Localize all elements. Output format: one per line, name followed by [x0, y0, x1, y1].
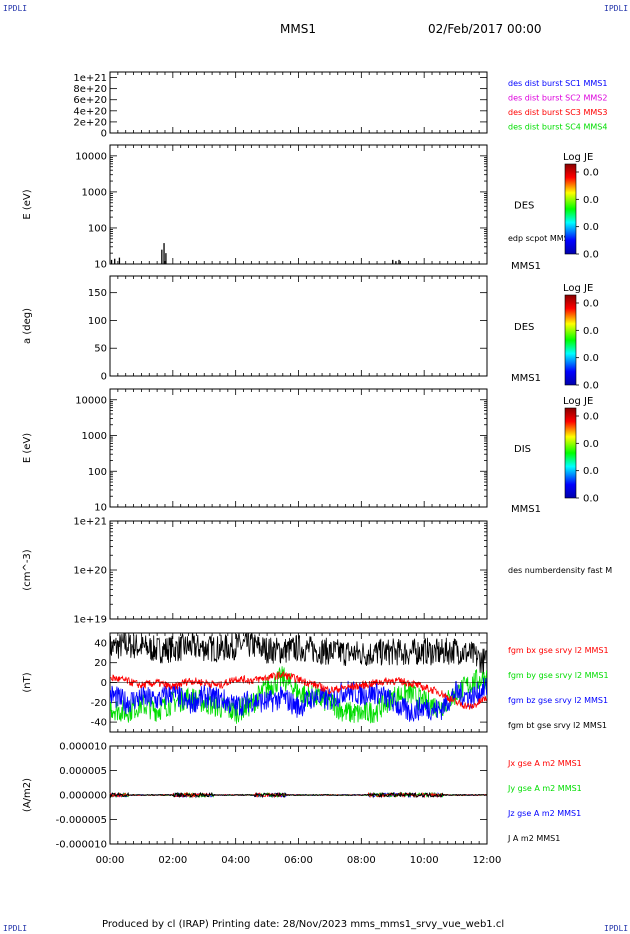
- legend-entry-5-1: des numberdensity fast M: [508, 566, 612, 575]
- y-tick-label: 0.000010: [59, 742, 107, 753]
- colorbar-tick-label: 0.0: [583, 222, 599, 233]
- series-line-current-4: [109, 791, 488, 799]
- legend-entry-1-4: des dist burst SC4 MMS4: [508, 123, 607, 132]
- y-tick-label: 0: [101, 372, 107, 383]
- x-tick-label-5: 08:00: [347, 855, 376, 866]
- legend-entry-6-4: fgm bt gse srvy l2 MMS1: [508, 721, 607, 730]
- series-line-bx: [110, 671, 487, 710]
- spacecraft-title: MMS1: [280, 22, 316, 36]
- y-tick-label: 100: [88, 467, 107, 478]
- colorbar-tick-label: 0.0: [583, 326, 599, 337]
- y-tick-label: 10: [94, 503, 107, 514]
- colorbar-tick-label: 0.0: [583, 494, 599, 505]
- corner-tag-bottom-right: IPDLI: [604, 924, 629, 933]
- colorbar-title: Log JE: [563, 283, 593, 294]
- y-tick-label: 50: [94, 344, 107, 355]
- legend-entry-7-1: Jx gse A m2 MMS1: [507, 759, 582, 768]
- footer-text: Produced by cl (IRAP) Printing date: 28/…: [102, 919, 505, 930]
- panel-unit-label-3: MMS1: [511, 373, 541, 384]
- y-tick-label: 6e+20: [73, 95, 107, 106]
- y-axis-label-7: (A/m2): [22, 778, 33, 812]
- y-axis-label-3: a (deg): [22, 308, 33, 344]
- colorbar-tick-label: 0.0: [583, 381, 599, 392]
- panel-frame-3: [109, 275, 488, 377]
- panel-frame-1: [109, 71, 488, 134]
- legend-entry-7-2: Jy gse A m2 MMS1: [507, 784, 582, 793]
- corner-tag-top-right: IPDLI: [604, 4, 629, 13]
- legend-entry-1-1: des dist burst SC1 MMS1: [508, 79, 607, 88]
- colorbar-tick-label: 0.0: [583, 353, 599, 364]
- legend-entry-6-1: fgm bx gse srvy l2 MMS1: [508, 646, 609, 655]
- colorbar-4: [564, 407, 577, 499]
- colorbar-3: [564, 294, 577, 386]
- y-tick-label: 4e+20: [73, 106, 107, 117]
- legend-entry-1-2: des dist burst SC2 MMS2: [508, 94, 607, 103]
- y-tick-label: -0.000010: [56, 840, 107, 851]
- panel-right-label-3: DES: [514, 322, 534, 333]
- y-tick-label: 0.000005: [59, 766, 107, 777]
- y-tick-label: 1000: [82, 187, 107, 198]
- y-tick-label: 8e+20: [73, 84, 107, 95]
- colorbar-tick-label: 0.0: [583, 412, 599, 423]
- colorbar-tick-label: 0.0: [583, 439, 599, 450]
- y-tick-label: -0.000005: [56, 815, 107, 826]
- series-line-bt: [110, 633, 487, 676]
- y-tick-label: 10: [94, 260, 107, 271]
- colorbar-tick-label: 0.0: [583, 250, 599, 261]
- panel-right-label-4: DIS: [514, 444, 531, 455]
- y-tick-label: 1000: [82, 431, 107, 442]
- y-tick-label: 150: [88, 288, 107, 299]
- x-tick-label-2: 02:00: [158, 855, 187, 866]
- y-axis-label-4: E (eV): [22, 433, 33, 463]
- y-tick-label: 2e+20: [73, 117, 107, 128]
- legend-entry-6-3: fgm bz gse srvy l2 MMS1: [508, 696, 608, 705]
- y-tick-label: 10000: [75, 395, 107, 406]
- y-tick-label: -40: [91, 718, 107, 729]
- series-line-bz: [110, 677, 487, 722]
- colorbar-tick-label: 0.0: [583, 168, 599, 179]
- y-axis-label-2: E (eV): [22, 189, 33, 219]
- colorbar-tick-label: 0.0: [583, 299, 599, 310]
- colorbar-title: Log JE: [563, 152, 593, 163]
- panel-unit-label-4: MMS1: [511, 504, 541, 515]
- legend-entry-1-3: des dist burst SC3 MMS3: [508, 108, 607, 117]
- y-tick-label: -20: [91, 698, 107, 709]
- overlay-label: edp scpot MMS1: [508, 234, 574, 243]
- x-tick-label-1: 00:00: [96, 855, 125, 866]
- y-axis-label-5: (cm^-3): [22, 549, 33, 590]
- panel-frame-5: [109, 520, 488, 620]
- date-title: 02/Feb/2017 00:00: [428, 22, 542, 36]
- corner-tag-top-left: IPDLI: [3, 4, 28, 13]
- y-tick-label: 1e+21: [73, 517, 107, 528]
- panel-unit-label-2: MMS1: [511, 261, 541, 272]
- y-axis-label-6: (nT): [22, 672, 33, 692]
- y-tick-label: 0: [101, 129, 107, 140]
- y-tick-label: 100: [88, 316, 107, 327]
- colorbar-tick-label: 0.0: [583, 466, 599, 477]
- colorbar-tick-label: 0.0: [583, 195, 599, 206]
- y-tick-label: 10000: [75, 151, 107, 162]
- x-tick-label-4: 06:00: [284, 855, 313, 866]
- y-tick-label: 0: [101, 678, 107, 689]
- corner-tag-bottom-left: IPDLI: [3, 924, 28, 933]
- legend-entry-6-2: fgm by gse srvy l2 MMS1: [508, 671, 609, 680]
- legend-entry-7-4: J A m2 MMS1: [507, 834, 560, 843]
- y-tick-label: 40: [94, 638, 107, 649]
- panel-frame-4: [109, 388, 488, 508]
- x-tick-label-3: 04:00: [221, 855, 250, 866]
- y-tick-label: 100: [88, 223, 107, 234]
- x-tick-label-7: 12:00: [473, 855, 502, 866]
- y-tick-label: 1e+20: [73, 566, 107, 577]
- legend-entry-7-3: Jz gse A m2 MMS1: [507, 809, 581, 818]
- colorbar-title: Log JE: [563, 396, 593, 407]
- y-tick-label: 20: [94, 658, 107, 669]
- panel-right-label-2: DES: [514, 201, 534, 212]
- x-tick-label-6: 10:00: [410, 855, 439, 866]
- y-tick-label: 1e+21: [73, 73, 107, 84]
- panel-frame-2: [109, 144, 488, 265]
- y-tick-label: 1e+19: [73, 615, 107, 626]
- y-tick-label: 0.000000: [59, 791, 107, 802]
- colorbar-2: [564, 163, 577, 255]
